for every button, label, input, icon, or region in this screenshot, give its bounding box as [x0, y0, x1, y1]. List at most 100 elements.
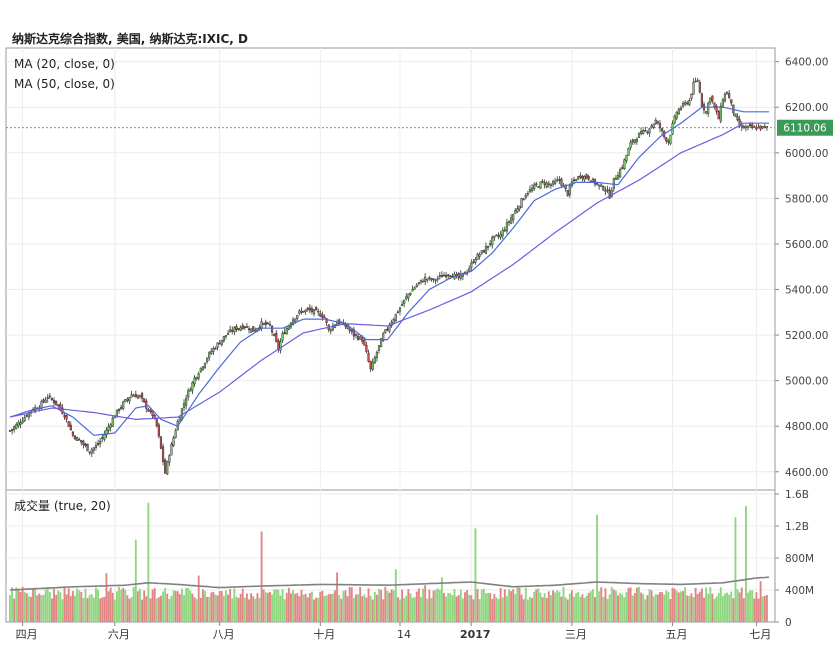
candle-body: [533, 184, 536, 190]
candle-body: [728, 93, 731, 98]
candle-body: [210, 350, 213, 355]
x-tick-label: 2017: [460, 628, 491, 641]
candle: [124, 398, 127, 403]
volume-bar: [191, 593, 194, 622]
candle: [646, 130, 649, 135]
candle-body: [472, 261, 475, 264]
candle-body: [122, 401, 125, 409]
candle: [159, 436, 163, 450]
candle: [621, 164, 624, 170]
legend-ma20[interactable]: MA (20, close, 0): [14, 57, 115, 71]
volume-bar: [17, 589, 20, 622]
volume-bar: [426, 598, 429, 622]
volume-bar: [503, 589, 506, 622]
candle-body: [648, 128, 651, 134]
volume-bar: [141, 599, 144, 622]
candle-body: [168, 455, 171, 463]
volume-bar: [405, 595, 408, 622]
price-y-tick-label: 5200.00: [785, 330, 828, 342]
candle: [359, 335, 362, 340]
candle-body: [306, 308, 309, 310]
candle: [174, 428, 177, 439]
candle-body: [530, 187, 534, 191]
candle: [306, 306, 309, 312]
candle-body: [713, 102, 716, 107]
candle-body: [174, 430, 177, 438]
candle-body: [78, 439, 81, 441]
candle-body: [136, 395, 139, 399]
candle-body: [717, 111, 720, 120]
candle: [147, 407, 150, 412]
legend-ma50[interactable]: MA (50, close, 0): [14, 77, 115, 91]
candle-body: [331, 325, 334, 331]
price-y-tick-label: 6000.00: [785, 148, 828, 160]
candle-body: [759, 125, 762, 130]
candle-body: [524, 194, 527, 198]
candle-body: [375, 351, 379, 358]
volume-bar: [480, 589, 483, 622]
volume-bar: [617, 595, 619, 622]
volume-bar: [663, 594, 666, 622]
candle: [612, 177, 615, 192]
candle: [438, 272, 441, 280]
volume-bar: [25, 593, 28, 622]
candle: [23, 414, 26, 423]
volume-bar: [526, 599, 529, 622]
candle: [736, 113, 739, 122]
candle: [191, 381, 194, 395]
volume-bar: [499, 587, 502, 622]
volume-bar: [730, 591, 733, 622]
candle: [264, 319, 267, 328]
volume-bar: [296, 593, 299, 622]
candle-body: [191, 382, 194, 391]
candle: [252, 326, 255, 332]
volume-bar: [193, 597, 196, 622]
candle: [497, 232, 500, 240]
volume-bar: [461, 598, 464, 622]
volume-bar: [331, 593, 334, 622]
volume-bar: [216, 595, 219, 622]
candle-body: [675, 111, 678, 119]
volume-bar: [99, 598, 102, 622]
candle-body: [405, 296, 408, 300]
candle: [484, 242, 488, 255]
volume-bar: [692, 597, 695, 622]
candle: [642, 128, 645, 135]
candle-body: [514, 210, 517, 214]
candle-body: [436, 277, 439, 280]
candle: [717, 110, 720, 120]
legend-volume[interactable]: 成交量 (true, 20): [14, 499, 111, 513]
candle-body: [42, 399, 45, 402]
candle-body: [52, 399, 56, 404]
candle: [623, 158, 626, 171]
candle: [625, 154, 628, 164]
volume-bar: [260, 531, 263, 622]
candle-body: [201, 366, 204, 370]
volume-bar: [153, 588, 156, 622]
candle-body: [115, 409, 119, 417]
volume-y-tick-label: 400M: [785, 585, 814, 597]
volume-bar: [134, 539, 137, 622]
candle: [132, 393, 135, 397]
candle: [755, 124, 758, 131]
volume-bar: [659, 591, 661, 622]
candle-body: [602, 185, 605, 191]
candle-body: [260, 321, 263, 329]
candle: [8, 430, 12, 432]
candle: [88, 451, 91, 456]
volume-bar: [250, 593, 253, 622]
candle: [686, 100, 689, 106]
volume-bar: [338, 594, 341, 622]
volume-bar: [183, 595, 185, 622]
candle-body: [537, 186, 540, 188]
volume-bar: [482, 588, 485, 622]
volume-bar: [65, 594, 68, 622]
volume-bar: [665, 590, 668, 622]
candle: [212, 346, 215, 356]
volume-bar: [359, 586, 362, 622]
candle: [512, 213, 515, 224]
candle-body: [155, 417, 158, 427]
candle: [430, 277, 433, 282]
candle-body: [625, 154, 628, 161]
